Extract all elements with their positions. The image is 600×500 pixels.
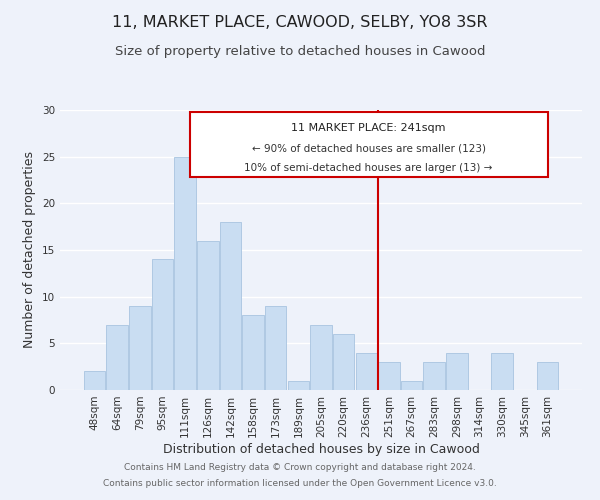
- Bar: [446, 352, 467, 390]
- Bar: [197, 240, 218, 390]
- Text: 11, MARKET PLACE, CAWOOD, SELBY, YO8 3SR: 11, MARKET PLACE, CAWOOD, SELBY, YO8 3SR: [112, 15, 488, 30]
- Y-axis label: Number of detached properties: Number of detached properties: [23, 152, 37, 348]
- Bar: [537, 362, 558, 390]
- Text: Size of property relative to detached houses in Cawood: Size of property relative to detached ho…: [115, 45, 485, 58]
- Text: Contains public sector information licensed under the Open Government Licence v3: Contains public sector information licen…: [103, 478, 497, 488]
- Bar: [424, 362, 445, 390]
- Bar: [356, 352, 377, 390]
- Bar: [333, 334, 355, 390]
- Bar: [220, 222, 241, 390]
- Text: Contains HM Land Registry data © Crown copyright and database right 2024.: Contains HM Land Registry data © Crown c…: [124, 464, 476, 472]
- Bar: [129, 306, 151, 390]
- Bar: [242, 316, 264, 390]
- Bar: [152, 260, 173, 390]
- Text: 11 MARKET PLACE: 241sqm: 11 MARKET PLACE: 241sqm: [292, 123, 446, 133]
- Bar: [84, 372, 105, 390]
- Bar: [401, 380, 422, 390]
- Bar: [491, 352, 513, 390]
- Bar: [287, 380, 309, 390]
- FancyBboxPatch shape: [190, 112, 548, 177]
- Bar: [378, 362, 400, 390]
- Text: 10% of semi-detached houses are larger (13) →: 10% of semi-detached houses are larger (…: [244, 163, 493, 173]
- Bar: [310, 324, 332, 390]
- Bar: [106, 324, 128, 390]
- X-axis label: Distribution of detached houses by size in Cawood: Distribution of detached houses by size …: [163, 442, 479, 456]
- Text: ← 90% of detached houses are smaller (123): ← 90% of detached houses are smaller (12…: [251, 144, 485, 154]
- Bar: [175, 156, 196, 390]
- Bar: [265, 306, 286, 390]
